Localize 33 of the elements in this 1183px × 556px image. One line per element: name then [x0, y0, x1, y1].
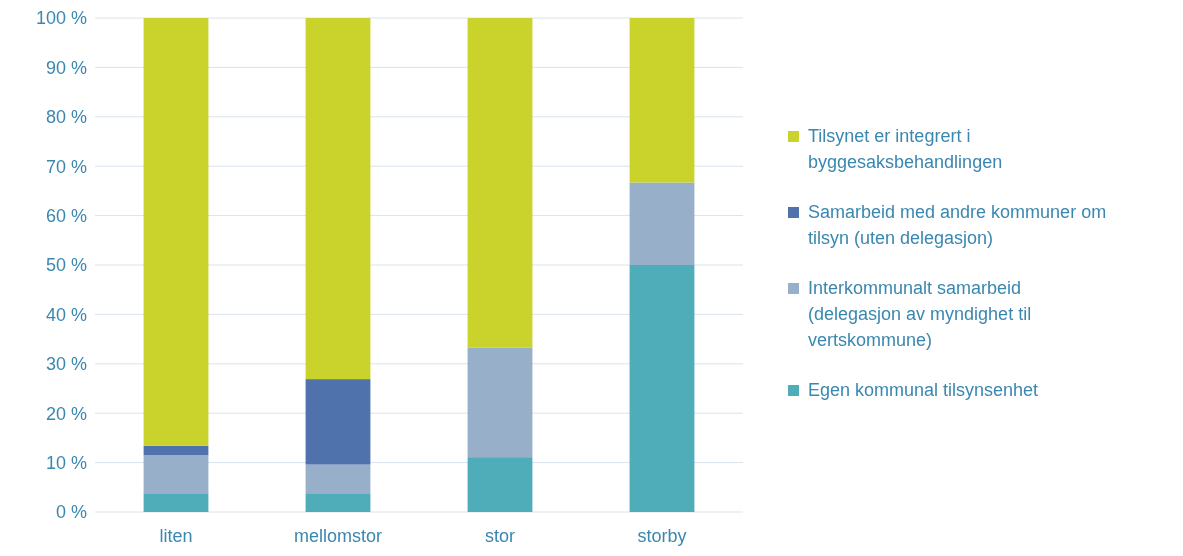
legend-label: Tilsynet er integrert i byggesaksbehandlingen [808, 126, 1003, 172]
bar [143, 445, 209, 456]
x-tick-label: mellomstor [293, 526, 383, 546]
bar [629, 265, 695, 512]
bar [467, 457, 533, 512]
bar [629, 18, 695, 183]
legend-label: Samarbeid med andre kommuner om tilsyn (uten delegasjon) [808, 202, 1107, 248]
y-tick-label: 10 % [45, 452, 87, 473]
x-tick-label: stor [484, 526, 516, 546]
y-tick-label: 50 % [45, 255, 87, 276]
y-tick-label: 70 % [45, 156, 87, 177]
y-tick-label: 60 % [45, 205, 87, 226]
bar [467, 347, 533, 458]
bar [305, 379, 371, 465]
x-tick-label: liten [159, 526, 193, 546]
legend-label: Interkommunalt samarbeid (delegasjon av myndighet til vertskommune) [808, 278, 1032, 350]
bar [143, 455, 209, 494]
y-tick-label: 80 % [45, 107, 87, 128]
x-tick-label: storby [637, 526, 687, 546]
bar [305, 18, 371, 380]
bar [143, 493, 209, 512]
bar [629, 182, 695, 265]
y-tick-label: 90 % [45, 57, 87, 78]
y-tick-label: 30 % [45, 354, 87, 375]
bar [305, 493, 371, 512]
y-tick-label: 100 % [35, 8, 87, 29]
bar [143, 18, 209, 446]
bar [467, 18, 533, 348]
legend-label: Egen kommunal tilsynsenhet [808, 380, 1039, 400]
y-tick-label: 40 % [45, 304, 87, 325]
y-tick-label: 0 % [55, 502, 87, 523]
y-tick-label: 20 % [45, 403, 87, 424]
bar [305, 464, 371, 494]
